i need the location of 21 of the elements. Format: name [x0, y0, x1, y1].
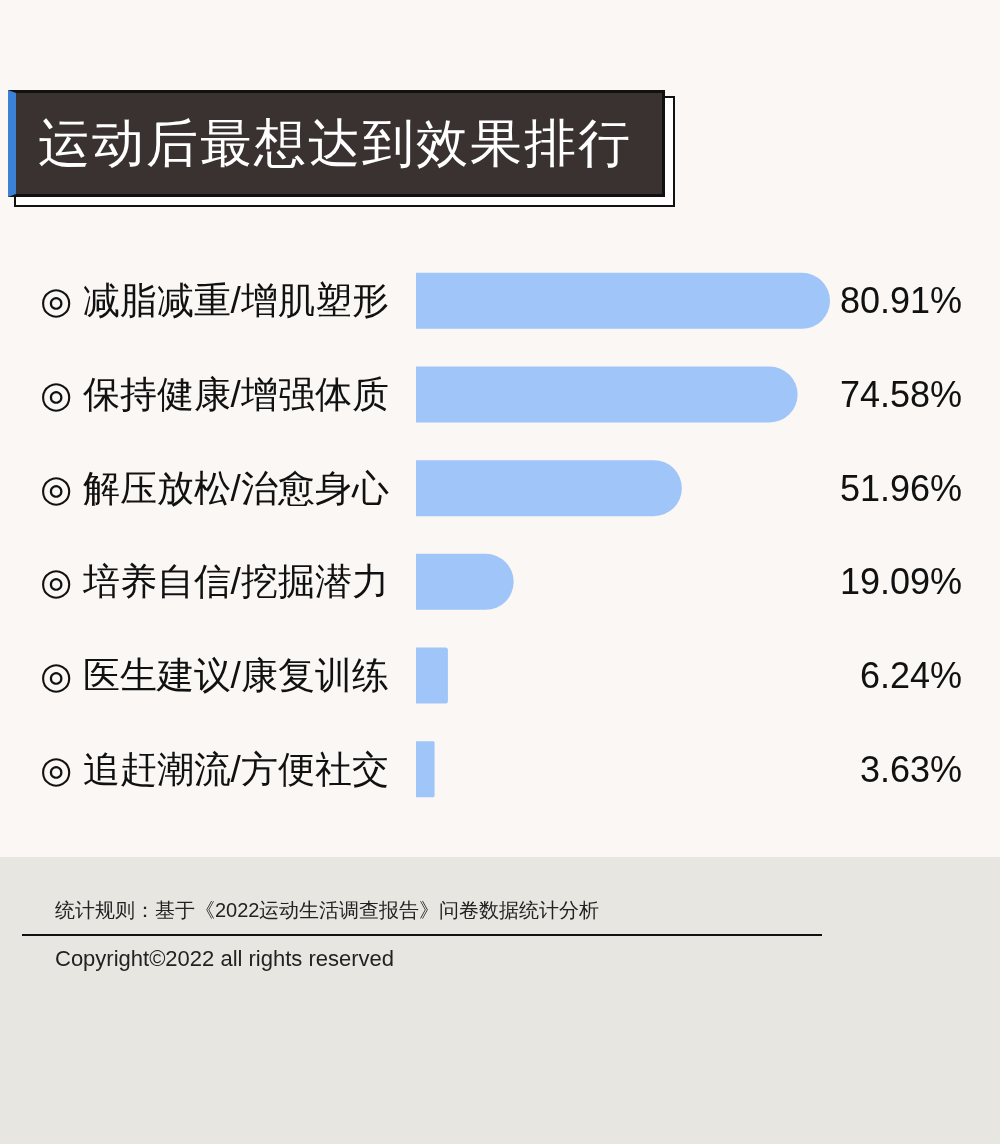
bar [416, 366, 798, 423]
y-tick-label: ◎ 医生建议/康复训练 [40, 655, 389, 696]
y-tick-label: ◎ 减脂减重/增肌塑形 [40, 280, 389, 322]
y-tick-label: ◎ 追赶潮流/方便社交 [40, 748, 389, 790]
chart-title: 运动后最想达到效果排行 [8, 90, 665, 197]
bar [416, 460, 682, 517]
y-tick-label: ◎ 保持健康/增强体质 [40, 374, 389, 415]
data-label: 6.24% [859, 655, 962, 696]
data-label: 51.96% [839, 467, 962, 509]
data-label: 74.58% [839, 374, 962, 415]
y-tick-label: ◎ 培养自信/挖掘潜力 [40, 561, 389, 603]
bar [416, 272, 830, 329]
data-label: 3.63% [859, 748, 962, 790]
data-label: 80.91% [839, 280, 962, 322]
y-tick-label: ◎ 解压放松/治愈身心 [40, 467, 389, 509]
bar [416, 647, 448, 704]
data-label: 19.09% [839, 561, 962, 603]
text: Copyright©2022 all rights reserved [55, 946, 395, 972]
text: 统计规则：基于《2022运动生活调查报告》问卷数据统计分析 [55, 898, 600, 923]
bar [416, 553, 514, 610]
bar [416, 741, 435, 798]
